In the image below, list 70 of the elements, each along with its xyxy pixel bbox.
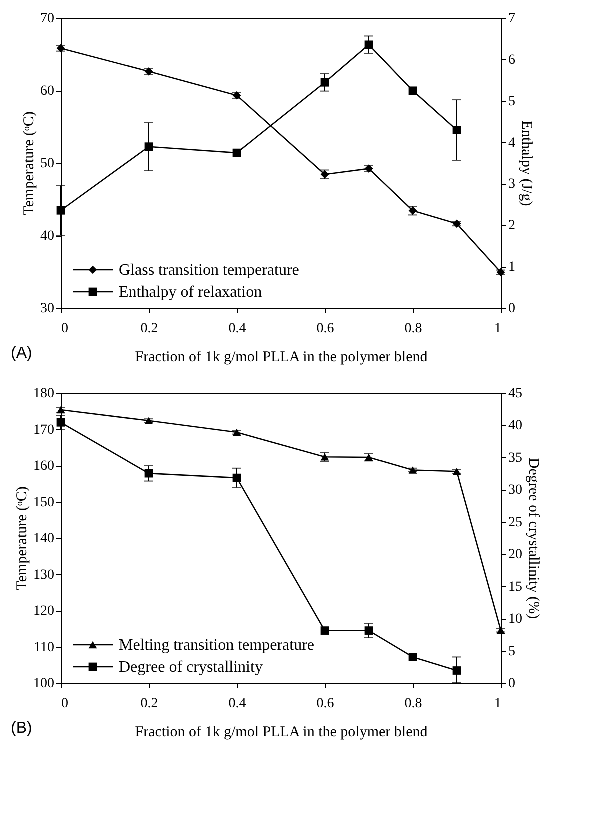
- y2-tick-label: 30: [508, 483, 522, 498]
- point: [144, 142, 154, 152]
- y-tick-label: 170: [34, 422, 54, 438]
- y-tick-label: 120: [34, 604, 54, 619]
- point: [452, 666, 462, 675]
- y-tick-label: 30: [40, 302, 54, 316]
- text: (B): [11, 720, 32, 737]
- y2-tick-label: 0: [508, 676, 516, 692]
- x-tick-label: 0.8: [404, 322, 422, 336]
- y2-tick-label: 2: [508, 218, 516, 234]
- y-tick-label: 140: [34, 532, 54, 546]
- point: [320, 78, 330, 87]
- point: [364, 626, 374, 635]
- x-tick-label: 0.4: [228, 696, 246, 712]
- y-axis-title: Temperature (ᵒC): [14, 486, 30, 590]
- point: [144, 469, 154, 478]
- y-tick-label: 50: [40, 156, 54, 172]
- y-tick-label: 100: [34, 676, 54, 692]
- y-tick-label: 70: [40, 12, 54, 26]
- y2-tick-label: 0: [508, 302, 516, 316]
- y2-tick-label: 35: [508, 450, 522, 466]
- x-tick-label: 0.8: [404, 696, 422, 712]
- x-tick-label: 0.2: [140, 322, 158, 336]
- y-tick-label: 60: [40, 84, 54, 99]
- y-tick-label: 110: [34, 640, 54, 656]
- y2-tick-label: 3: [508, 177, 516, 192]
- y-axis-title: Temperature (ᵒC): [22, 112, 38, 216]
- y2-tick-label: 7: [508, 12, 516, 26]
- y2-tick-label: 6: [508, 52, 516, 68]
- y2-axis-title: Degree of crystallinity (%): [526, 458, 542, 620]
- x-tick-label: 0.6: [316, 696, 334, 712]
- y-tick-label: 180: [34, 386, 54, 402]
- y-tick-label: 40: [40, 229, 54, 244]
- x-tick-label: 0: [62, 322, 68, 336]
- point: [232, 148, 242, 158]
- x-axis-title: Fraction of 1k g/mol PLLA in the polymer blend: [135, 350, 428, 366]
- legend-label: Melting transition temperature: [119, 637, 314, 654]
- point: [408, 86, 418, 96]
- text: (A): [11, 345, 32, 362]
- point: [364, 40, 374, 50]
- x-tick-label: 0.2: [140, 696, 158, 712]
- x-tick-label: 0: [62, 696, 68, 712]
- point: [232, 474, 242, 482]
- y2-tick-label: 5: [508, 94, 516, 110]
- y2-tick-label: 15: [508, 580, 522, 595]
- y2-tick-label: 1: [508, 260, 516, 276]
- y-tick-label: 160: [34, 459, 54, 474]
- point: [320, 626, 330, 635]
- x-tick-label: 0.6: [316, 322, 334, 336]
- y2-tick-label: 40: [508, 418, 522, 434]
- y2-tick-label: 20: [508, 548, 522, 563]
- y2-axis-title: Enthalpy (J/g): [518, 120, 534, 206]
- legend-label: Enthalpy of relaxation: [119, 284, 262, 301]
- point: [56, 418, 66, 427]
- x-tick-label: 1: [494, 696, 502, 712]
- y2-tick-label: 5: [508, 644, 516, 660]
- x-axis-title: Fraction of 1k g/mol PLLA in the polymer blend: [135, 724, 428, 740]
- y2-tick-label: 25: [508, 515, 522, 530]
- x-tick-label: 1: [494, 322, 502, 336]
- y2-tick-label: 4: [508, 136, 516, 151]
- point: [408, 653, 418, 662]
- y-tick-label: 150: [34, 495, 54, 510]
- point: [452, 126, 462, 134]
- legend-label: Glass transition temperature: [119, 262, 300, 279]
- x-tick-label: 0.4: [228, 322, 246, 336]
- y-tick-label: 130: [34, 568, 54, 583]
- y2-tick-label: 10: [508, 612, 522, 628]
- y2-tick-label: 45: [508, 386, 522, 402]
- legend-label: Degree of crystallinity: [119, 659, 263, 676]
- point: [56, 206, 66, 215]
